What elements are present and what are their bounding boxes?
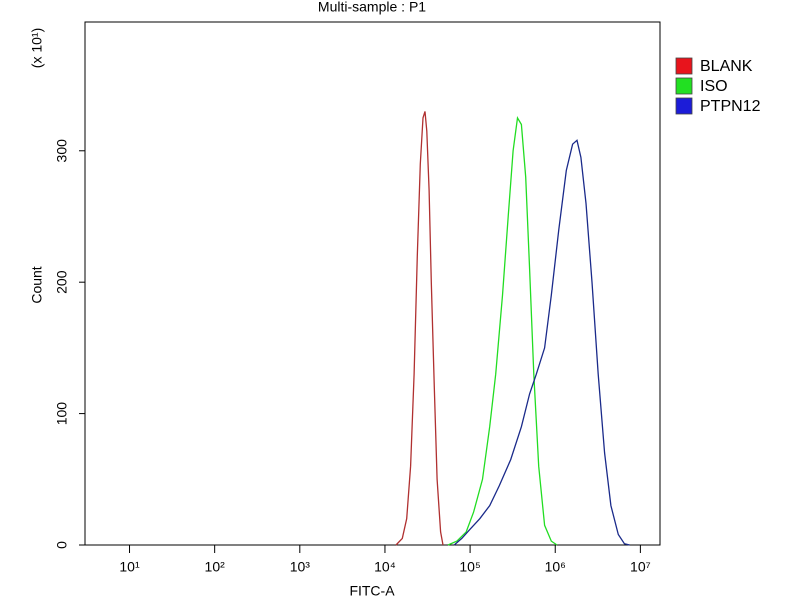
x-tick-label: 10⁷ [630,559,651,575]
legend-label: ISO [700,78,728,95]
y-tick-label: 200 [54,270,70,294]
plot-frame [84,21,661,546]
histogram-line [395,111,444,546]
histogram-line [447,115,558,546]
y-axis-label: Count [29,266,45,303]
y-axis-multiplier: (x 10¹) [29,28,45,68]
y-tick-label: 300 [54,139,70,163]
x-tick-label: 10¹ [119,559,140,575]
x-tick-label: 10² [205,559,226,575]
legend-swatch [675,77,693,95]
y-tick-label: 0 [54,541,70,549]
y-tick-label: 100 [54,402,70,426]
x-tick-label: 10⁴ [374,559,396,575]
x-tick-label: 10⁵ [459,559,480,575]
legend-swatch [675,57,693,75]
legend-label: BLANK [700,58,753,75]
x-tick-label: 10³ [290,559,311,575]
legend-label: PTPN12 [700,98,761,115]
histogram-line [453,139,630,546]
x-axis-label: FITC-A [349,583,395,599]
x-tick-label: 10⁶ [545,559,566,575]
legend-swatch [675,97,693,115]
chart-title: Multi-sample : P1 [318,0,426,15]
